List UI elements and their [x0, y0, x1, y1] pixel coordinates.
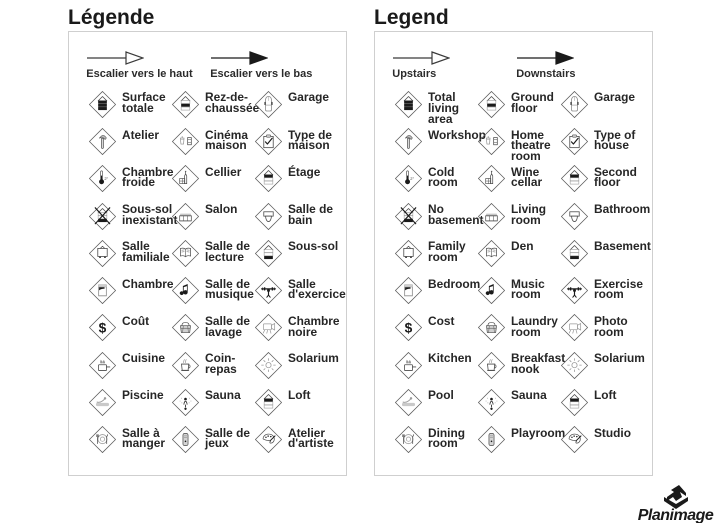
svg-text:$: $	[405, 321, 413, 336]
svg-text:2°: 2°	[104, 176, 108, 181]
svg-text:$: $	[99, 321, 107, 336]
svg-text:2°: 2°	[410, 176, 414, 181]
